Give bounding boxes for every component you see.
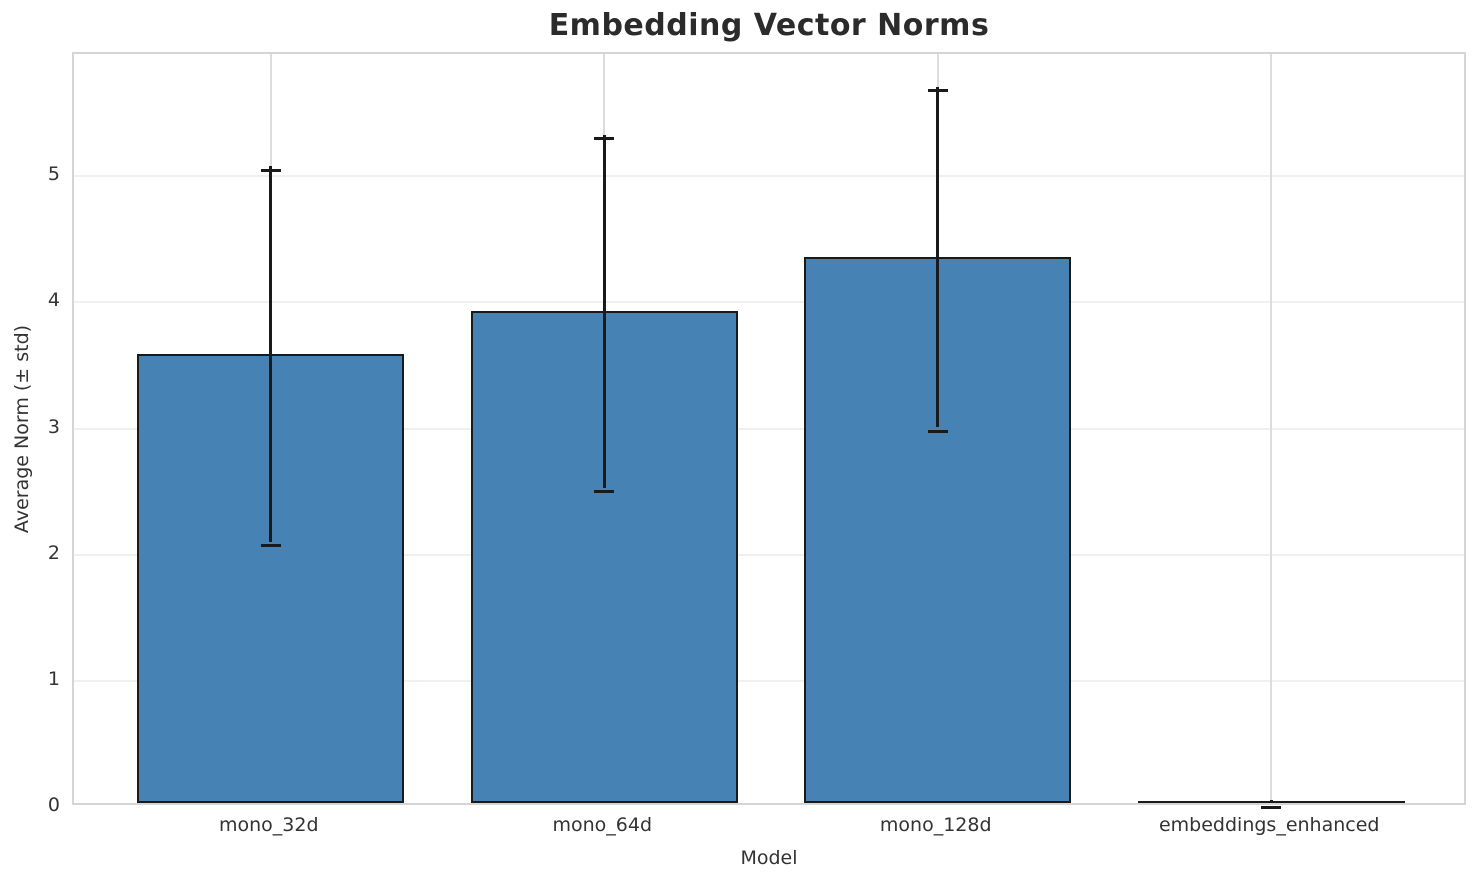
error-bar-cap-bottom	[260, 544, 281, 548]
gridline-horizontal	[74, 175, 1464, 178]
y-tick-label: 5	[47, 163, 60, 186]
error-bar-cap-bottom	[927, 429, 948, 433]
gridline-horizontal	[74, 427, 1464, 430]
y-tick-label: 4	[47, 289, 60, 312]
chart-title: Embedding Vector Norms	[548, 8, 990, 43]
error-bar-cap-top	[927, 89, 948, 93]
error-bar-line	[936, 86, 940, 428]
y-tick-label: 3	[47, 415, 60, 438]
x-tick-label: mono_128d	[879, 814, 992, 836]
gridline-horizontal	[74, 553, 1464, 556]
gridline-horizontal	[74, 301, 1464, 304]
error-bar-cap-bottom	[1261, 805, 1282, 809]
gridline-horizontal	[74, 679, 1464, 682]
error-bar-line	[1269, 800, 1273, 803]
x-tick-label: mono_64d	[552, 814, 653, 836]
error-bar-cap-top	[260, 168, 281, 172]
y-tick-label: 0	[47, 794, 60, 816]
error-bar-line	[602, 134, 606, 488]
error-bar-line	[269, 166, 273, 542]
error-bar-cap-bottom	[594, 490, 615, 494]
gridline-vertical	[1270, 54, 1273, 803]
y-tick-label: 2	[47, 541, 60, 564]
error-bar-cap-top	[594, 137, 615, 140]
x-axis-title: Model	[740, 847, 798, 869]
y-tick-label: 1	[47, 667, 60, 690]
plot-area	[72, 52, 1466, 809]
x-tick-label: mono_32d	[218, 814, 319, 836]
y-axis-title: Average Norm (± std)	[11, 324, 33, 534]
x-tick-label: embeddings_enhanced	[1158, 814, 1380, 836]
